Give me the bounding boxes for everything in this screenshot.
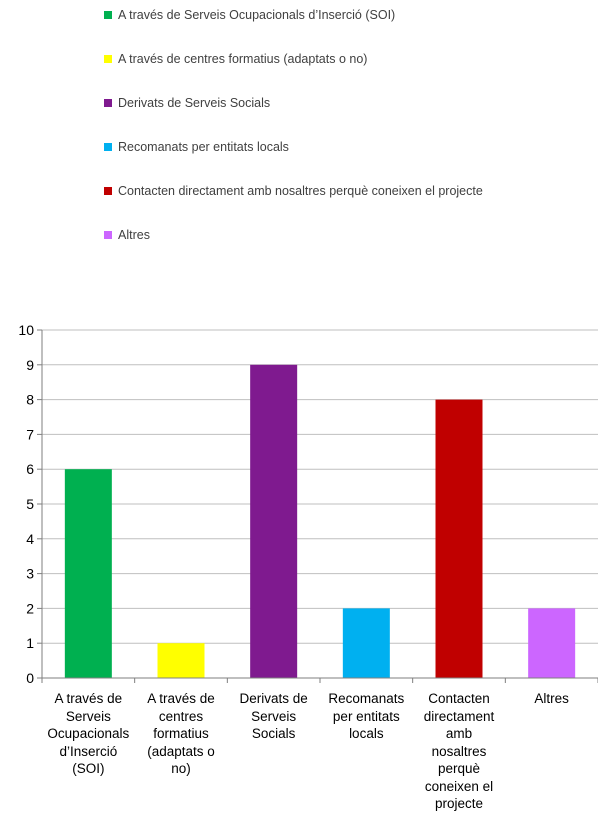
bar-4 — [342, 608, 390, 678]
x-category-label-line: perquè — [437, 761, 481, 776]
x-category-label-line: Altres — [534, 691, 569, 706]
y-tick-label: 7 — [26, 426, 34, 442]
y-tick-label: 0 — [26, 670, 34, 686]
x-category-label-line: Socials — [251, 726, 296, 741]
legend-label: A través de Serveis Ocupacionals d’Inser… — [118, 8, 396, 22]
legend-label: Recomanats per entitats locals — [118, 140, 289, 154]
y-tick-label: 4 — [26, 531, 34, 547]
x-category-label-line: Contacten — [428, 691, 490, 706]
x-category-label-line: no) — [171, 761, 191, 776]
x-category-label-line: nosaltres — [431, 743, 487, 759]
x-category-label-line: coneixen el — [424, 778, 494, 794]
legend-swatch — [104, 55, 112, 63]
x-category-label-line: A través de — [54, 691, 123, 706]
x-category-label: Derivats de Serveis Socials — [229, 690, 319, 743]
y-tick-label: 6 — [26, 461, 34, 477]
legend-label: Derivats de Serveis Socials — [118, 96, 271, 110]
bar-3 — [250, 364, 298, 678]
legend-swatch — [104, 143, 112, 151]
legend-item: Recomanats per entitats locals — [104, 140, 289, 154]
x-category-label-line: A través de — [147, 691, 215, 706]
bar-2 — [157, 643, 205, 678]
x-category-label-line: (SOI) — [72, 761, 105, 776]
y-tick-label: 2 — [26, 600, 34, 616]
bar-1 — [64, 469, 112, 678]
x-category-label-line: d’Inserció — [59, 743, 118, 759]
y-tick-label: 5 — [26, 496, 34, 512]
legend-swatch — [104, 11, 112, 19]
y-tick-label: 10 — [18, 322, 34, 338]
y-tick-label: 1 — [26, 635, 34, 651]
legend-swatch — [104, 187, 112, 195]
x-category-label: Contacten directament amb nosaltres perquè co… — [414, 690, 504, 813]
x-category-label-line: Serveis — [251, 708, 297, 724]
x-category-label-line: (adaptats o — [147, 743, 215, 759]
x-category-label-line: Recomanats — [328, 691, 405, 706]
x-category-label-line: projecte — [434, 796, 484, 811]
legend-label: A través de centres formatius (adaptats … — [118, 52, 368, 66]
x-category-label: A través de Serveis Ocupacionals d’Inserció… — [43, 690, 133, 778]
legend-label: Altres — [118, 228, 150, 242]
x-category-label-line: Serveis — [65, 708, 111, 724]
x-category-label-line: directament — [423, 708, 495, 724]
x-category-label-line: formatius — [153, 726, 209, 741]
x-category-label: Recomanats per entitats locals — [321, 690, 411, 743]
legend-item: Contacten directament amb nosaltres perq… — [104, 184, 483, 198]
x-category-label: Altres — [507, 690, 597, 708]
legend-swatch — [104, 99, 112, 107]
y-tick-label: 9 — [26, 357, 34, 373]
legend-item: A través de centres formatius (adaptats … — [104, 52, 367, 66]
legend-label: Contacten directament amb nosaltres perq… — [118, 184, 483, 198]
bar-6 — [528, 608, 576, 678]
x-category-label-line: centres — [158, 708, 204, 724]
y-tick-label: 8 — [26, 392, 34, 408]
x-category-label-line: Derivats de — [239, 691, 308, 706]
x-category-label-line: Ocupacionals — [47, 726, 130, 741]
legend-swatch — [104, 231, 112, 239]
y-tick-label: 3 — [26, 566, 34, 582]
bar-5 — [435, 399, 483, 678]
legend-item: A través de Serveis Ocupacionals d’Inser… — [104, 8, 395, 22]
legend-item: Derivats de Serveis Socials — [104, 96, 270, 110]
x-category-label-line: locals — [349, 726, 384, 741]
x-category-label: A través de centres formatius (adaptats o no… — [136, 690, 226, 778]
legend-item: Altres — [104, 228, 150, 242]
x-category-label-line: amb — [445, 726, 473, 741]
x-category-label-line: per entitats — [332, 708, 400, 724]
